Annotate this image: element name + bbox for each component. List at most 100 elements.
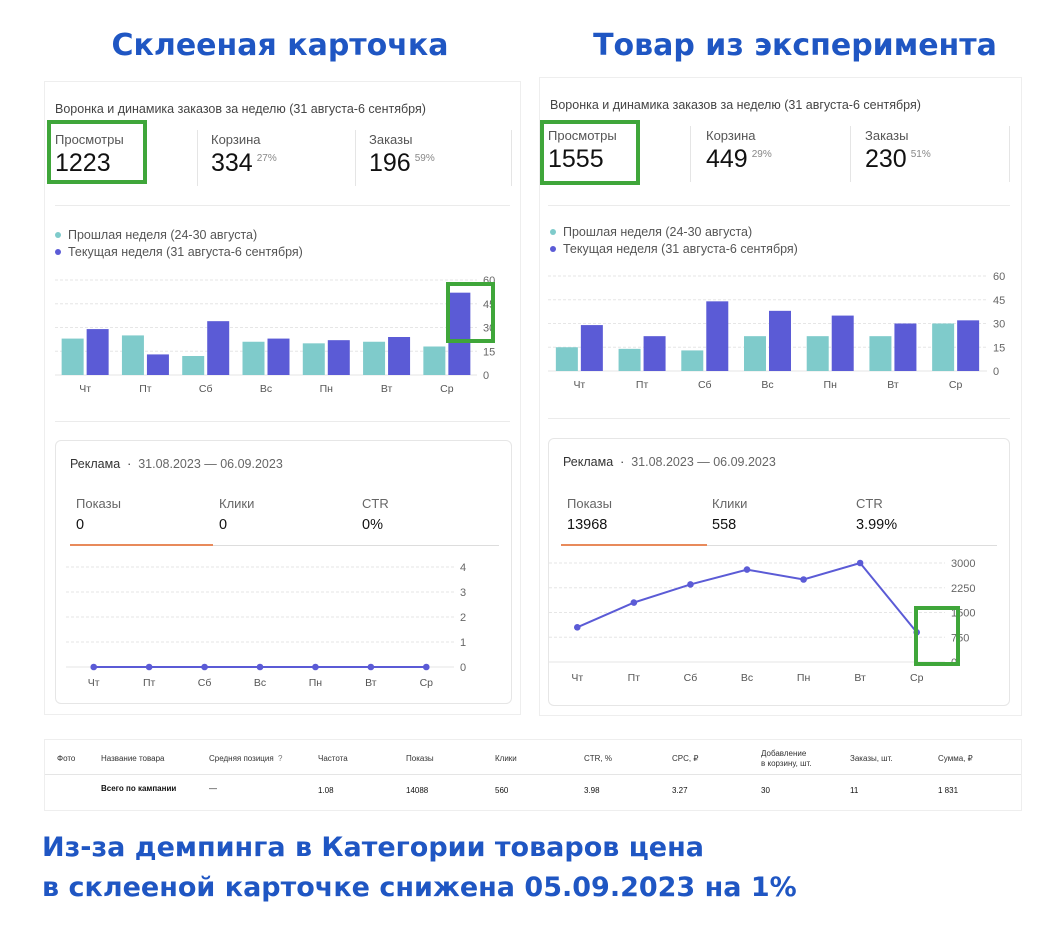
chart-legend: Прошлая неделя (24-30 августа) Текущая н… (55, 226, 303, 260)
x-tick-label: Ср (420, 677, 434, 689)
data-point (800, 576, 807, 583)
bar-current-week (327, 340, 350, 375)
cell-cpc: 3.27 (672, 786, 688, 795)
ads-metric-ctr[interactable]: CTR 0% (362, 496, 389, 533)
x-tick-label: Вс (254, 677, 266, 689)
ads-metric-clicks[interactable]: Клики 558 (712, 496, 748, 533)
metric-value: 1223 (55, 149, 111, 177)
bar-current-week (706, 301, 729, 371)
bar-prev-week (681, 350, 704, 371)
bar-current-week (769, 310, 791, 371)
x-tick-label: Вс (260, 383, 272, 395)
ads-metric-impressions[interactable]: Показы 13968 (567, 496, 612, 533)
bar-prev-week (121, 335, 144, 375)
y-tick-label: 0 (483, 370, 489, 382)
data-point (687, 581, 694, 588)
metric-value: 230 51% (865, 145, 931, 173)
metric-label: Заказы (865, 128, 909, 143)
y-tick-label: 15 (483, 346, 495, 358)
data-point (573, 624, 581, 631)
ads-card: Реклама · 31.08.2023 — 06.09.2023 Показы… (55, 440, 512, 704)
bar-prev-week (744, 336, 766, 371)
legend-item-current: Текущая неделя (31 августа-6 сентября) (55, 243, 303, 260)
y-tick-label: 45 (993, 295, 1005, 307)
cell-sum: 1 831 (938, 786, 959, 795)
legend-item-prev: Прошлая неделя (24-30 августа) (550, 223, 798, 240)
bar-prev-week (302, 343, 325, 375)
y-tick-label: 2 (460, 612, 466, 624)
section-divider (548, 418, 1010, 419)
y-tick-label: 1 (460, 637, 466, 649)
metric-orders: Заказы 230 51% (865, 128, 1005, 174)
data-point (743, 566, 751, 573)
x-tick-label: Вт (854, 672, 866, 684)
col-avg-position: Средняя позиция (209, 754, 274, 763)
x-tick-label: Ср (440, 383, 454, 395)
bar-prev-week (806, 336, 829, 371)
col-frequency: Частота (318, 754, 348, 763)
metric-orders: Заказы 196 59% (369, 132, 509, 178)
x-tick-label: Вт (381, 383, 393, 395)
y-tick-label: 0 (460, 662, 466, 674)
data-point (312, 663, 319, 671)
metric-label: Корзина (211, 132, 261, 147)
metric-value: 449 29% (706, 145, 772, 173)
x-tick-label: Чт (79, 383, 91, 395)
y-tick-label: 4 (460, 562, 466, 574)
data-point (367, 663, 375, 671)
chart-legend: Прошлая неделя (24-30 августа) Текущая н… (550, 223, 798, 257)
x-tick-label: Ср (949, 379, 963, 391)
help-icon[interactable]: ? (278, 754, 283, 763)
x-tick-label: Чт (88, 677, 100, 689)
legend-dot (550, 245, 556, 252)
tab-underline (561, 545, 997, 546)
metric-value: 334 27% (211, 149, 277, 177)
bar-current-week (643, 336, 666, 371)
series-line (576, 561, 918, 633)
bar-prev-week (932, 323, 955, 371)
data-point (630, 599, 638, 606)
legend-dot (55, 248, 61, 255)
x-tick-label: Сб (198, 677, 212, 689)
col-photo: Фото (57, 754, 76, 763)
ads-line-chart: 4 3 2 1 0 Чт Пт Сб Вс Пн Вт Ср (66, 562, 466, 689)
right-heading: Товар из эксперимента (593, 28, 997, 63)
bar-prev-week (423, 346, 446, 375)
cell-ctr: 3.98 (584, 786, 600, 795)
legend-dot (55, 231, 61, 238)
x-tick-label: Чт (571, 672, 583, 684)
bar-current-week (146, 354, 169, 375)
metric-cart: Корзина 449 29% (706, 128, 846, 174)
col-clicks: Клики (495, 754, 517, 763)
metric-label: Корзина (706, 128, 756, 143)
y-tick-label: 15 (993, 342, 1005, 354)
metric-divider (355, 130, 356, 186)
cell-impressions: 14088 (406, 786, 429, 795)
metric-divider (850, 126, 851, 182)
x-tick-label: Вт (365, 677, 377, 689)
caption-line-1: Из-за демпинга в Категории товаров цена (42, 832, 704, 863)
metric-label: Заказы (369, 132, 413, 147)
col-sum: Сумма, ₽ (938, 754, 973, 763)
legend-item-prev: Прошлая неделя (24-30 августа) (55, 226, 303, 243)
row-total-label: Всего по кампании (101, 784, 177, 793)
x-tick-label: Сб (684, 672, 698, 684)
x-tick-label: Пн (824, 379, 838, 391)
metric-label: Просмотры (548, 128, 617, 143)
x-tick-label: Пт (636, 379, 649, 391)
col-impressions: Показы (406, 754, 434, 763)
ads-metric-clicks[interactable]: Клики 0 (219, 496, 255, 533)
ads-metric-ctr[interactable]: CTR 3.99% (856, 496, 898, 533)
metric-divider (690, 126, 691, 182)
bar-prev-week (182, 356, 205, 375)
highlight-views-right (540, 120, 640, 185)
metric-value: 196 59% (369, 149, 435, 177)
section-divider (55, 205, 510, 206)
y-tick-label: 2250 (951, 583, 975, 595)
campaign-table: Фото Название товара Средняя позиция ? Ч… (45, 740, 1021, 810)
metric-divider (197, 130, 198, 186)
y-tick-label: 3 (460, 587, 466, 599)
ads-metric-impressions[interactable]: Показы 0 (76, 496, 121, 533)
